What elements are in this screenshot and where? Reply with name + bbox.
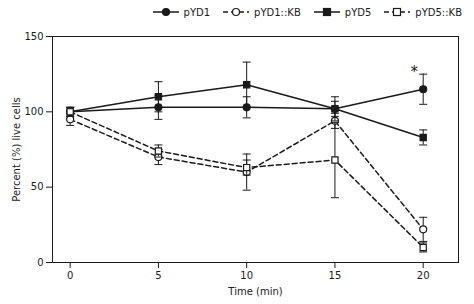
html-text:pYD1: pYD1 — [183, 6, 211, 18]
html-text:pYD1::KB: pYD1::KB — [254, 6, 301, 18]
svg-text:0: 0 — [37, 257, 43, 268]
svg-text:*: * — [411, 63, 419, 81]
svg-text:Time (min): Time (min) — [227, 286, 282, 297]
svg-text:5: 5 — [155, 270, 161, 281]
html-text:pYD5::KB: pYD5::KB — [415, 6, 462, 18]
svg-text:100: 100 — [24, 106, 43, 117]
svg-text:Percent (%) live cells: Percent (%) live cells — [11, 97, 22, 202]
svg-text:50: 50 — [31, 181, 44, 192]
svg-text:150: 150 — [24, 31, 43, 42]
svg-text:10: 10 — [240, 270, 253, 281]
svg-text:0: 0 — [67, 270, 73, 281]
svg-text:20: 20 — [417, 270, 430, 281]
html-text:pYD5: pYD5 — [344, 6, 372, 18]
svg-text:15: 15 — [329, 270, 342, 281]
